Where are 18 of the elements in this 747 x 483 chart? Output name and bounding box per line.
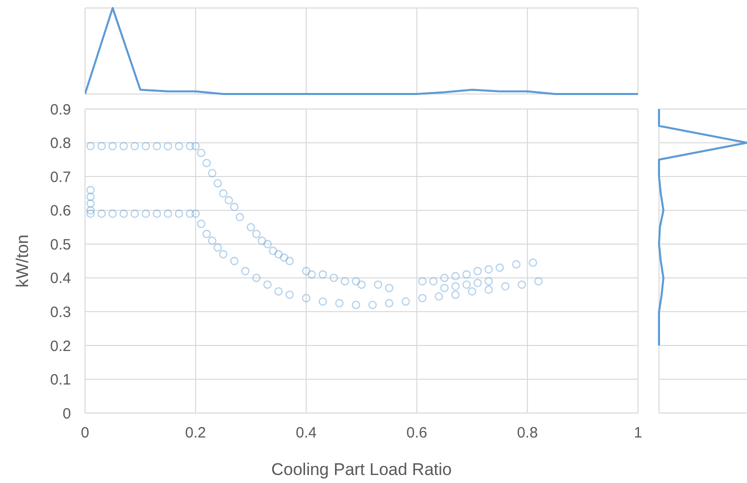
y-tick-label: 0.2 bbox=[50, 338, 71, 355]
y-tick-label: 0.1 bbox=[50, 372, 71, 389]
y-axis-title: kW/ton bbox=[13, 234, 32, 288]
y-tick-label: 0.8 bbox=[50, 135, 71, 152]
x-tick-label: 0 bbox=[80, 424, 90, 442]
x-tick-label: 0.2 bbox=[185, 424, 206, 442]
y-tick-label: 0.3 bbox=[50, 304, 71, 321]
y-tick-label: 0.5 bbox=[50, 236, 71, 254]
x-tick-label: 0.4 bbox=[296, 424, 317, 442]
x-tick-label: 0.8 bbox=[516, 424, 538, 442]
x-tick-label: 0.6 bbox=[406, 424, 428, 442]
y-tick-label: 0.4 bbox=[50, 270, 71, 288]
x-axis-title: Cooling Part Load Ratio bbox=[271, 460, 452, 479]
y-tick-label: 0.9 bbox=[50, 101, 71, 118]
y-tick-label: 0.6 bbox=[50, 202, 71, 220]
x-tick-label: 1 bbox=[634, 424, 642, 442]
y-tick-label: 0.7 bbox=[50, 168, 71, 186]
y-tick-label: 0 bbox=[62, 405, 71, 422]
